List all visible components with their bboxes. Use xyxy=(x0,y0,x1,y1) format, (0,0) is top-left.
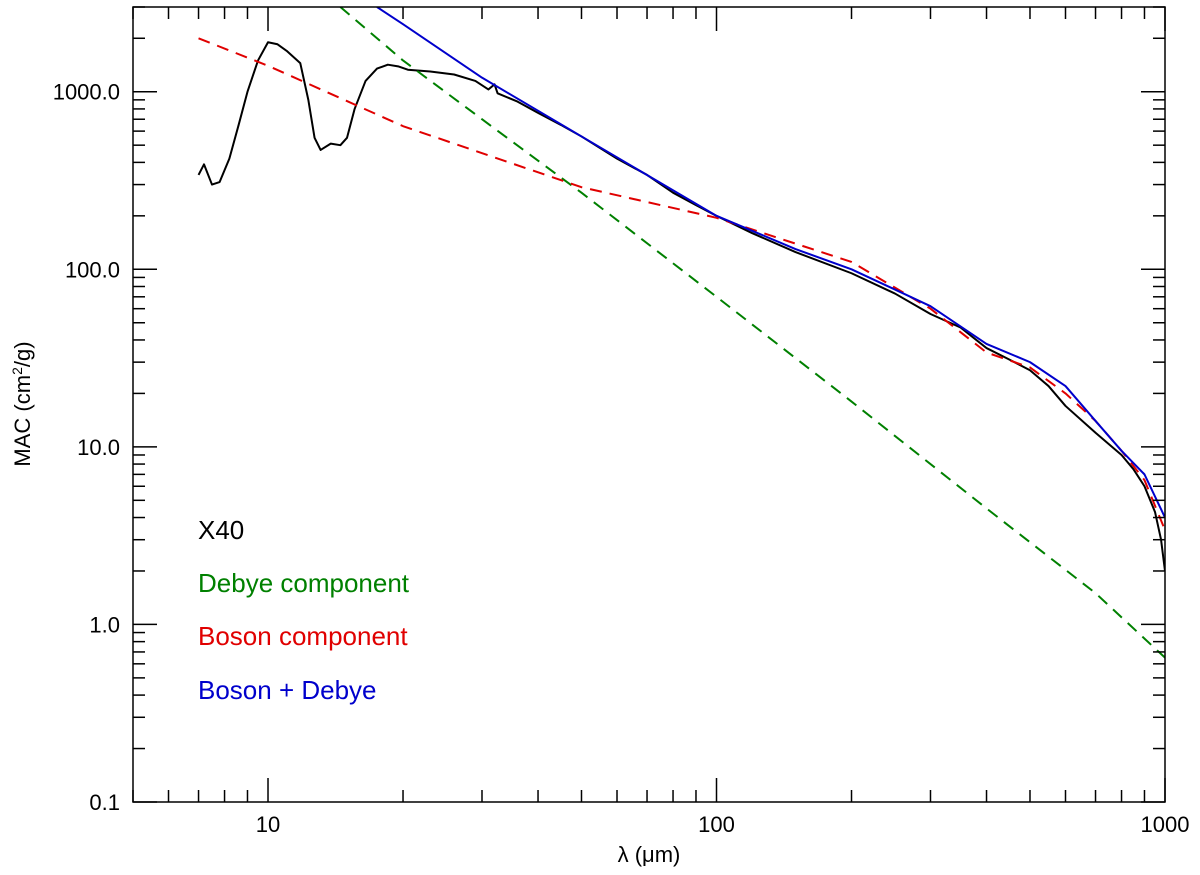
legend-label-boson: Boson component xyxy=(198,621,408,651)
legend-label-debye: Debye component xyxy=(198,568,410,598)
ticks-layer xyxy=(132,6,1166,803)
y-axis-title: MAC (cm2/g) xyxy=(9,341,35,466)
y-tick-label: 100.0 xyxy=(65,257,120,282)
y-tick-label: 1000.0 xyxy=(53,80,120,105)
series-line-1 xyxy=(339,7,1165,659)
series-line-0 xyxy=(197,41,1165,572)
labels-layer: 10 100 1000 0.1 1.0 10.0 100.0 1000.0 xyxy=(53,80,1190,837)
x-tick-label: 10 xyxy=(256,812,280,837)
x-tick-label: 100 xyxy=(698,812,735,837)
plot-frame xyxy=(132,6,1166,803)
x-tick-label: 1000 xyxy=(1141,812,1190,837)
series-line-3 xyxy=(376,7,1165,518)
y-axis-title-main: MAC (cm xyxy=(10,375,35,467)
x-axis-title: λ (μm) xyxy=(618,842,681,867)
y-tick-label: 0.1 xyxy=(89,790,120,815)
y-axis-title-sup: 2 xyxy=(9,367,25,375)
legend-label-x40: X40 xyxy=(198,515,244,545)
y-tick-label: 1.0 xyxy=(89,612,120,637)
series-layer xyxy=(197,7,1165,659)
series-line-2 xyxy=(198,37,1165,531)
y-tick-label: 10.0 xyxy=(77,435,120,460)
legend-label-sum: Boson + Debye xyxy=(198,675,377,705)
y-axis-title-end: /g) xyxy=(10,341,35,367)
